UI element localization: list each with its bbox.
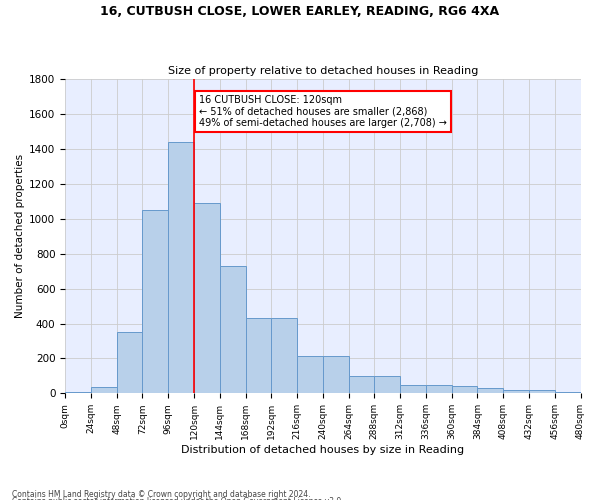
X-axis label: Distribution of detached houses by size in Reading: Distribution of detached houses by size …: [181, 445, 464, 455]
Bar: [220, 266, 245, 394]
Bar: [555, 392, 581, 394]
Bar: [65, 392, 91, 394]
Text: Contains HM Land Registry data © Crown copyright and database right 2024.: Contains HM Land Registry data © Crown c…: [12, 490, 311, 499]
Text: 16, CUTBUSH CLOSE, LOWER EARLEY, READING, RG6 4XA: 16, CUTBUSH CLOSE, LOWER EARLEY, READING…: [100, 5, 500, 18]
Bar: [452, 386, 478, 394]
Bar: [194, 203, 220, 394]
Bar: [116, 332, 142, 394]
Bar: [503, 390, 529, 394]
Bar: [323, 356, 349, 394]
Bar: [91, 387, 116, 394]
Bar: [271, 318, 297, 394]
Text: 16 CUTBUSH CLOSE: 120sqm
← 51% of detached houses are smaller (2,868)
49% of sem: 16 CUTBUSH CLOSE: 120sqm ← 51% of detach…: [199, 95, 447, 128]
Bar: [374, 376, 400, 394]
Bar: [297, 356, 323, 394]
Bar: [529, 390, 555, 394]
Text: Contains public sector information licensed under the Open Government Licence v3: Contains public sector information licen…: [12, 497, 344, 500]
Bar: [400, 384, 426, 394]
Bar: [142, 210, 168, 394]
Bar: [349, 376, 374, 394]
Y-axis label: Number of detached properties: Number of detached properties: [15, 154, 25, 318]
Bar: [426, 384, 452, 394]
Bar: [478, 388, 503, 394]
Bar: [245, 318, 271, 394]
Title: Size of property relative to detached houses in Reading: Size of property relative to detached ho…: [167, 66, 478, 76]
Bar: [168, 142, 194, 394]
